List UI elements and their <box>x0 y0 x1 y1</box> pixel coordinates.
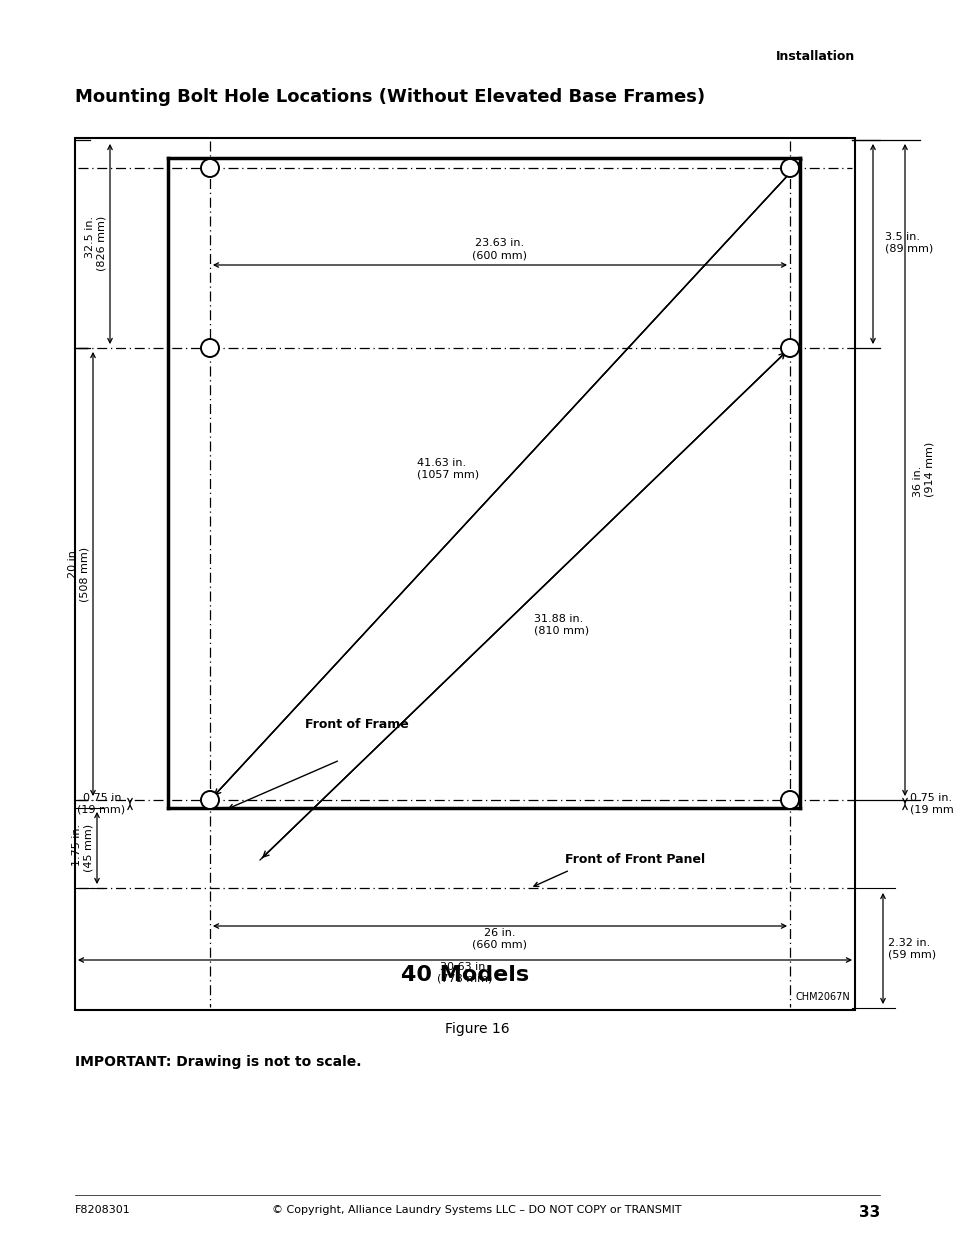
Text: © Copyright, Alliance Laundry Systems LLC – DO NOT COPY or TRANSMIT: © Copyright, Alliance Laundry Systems LL… <box>272 1205 681 1215</box>
Text: Front of Frame: Front of Frame <box>305 719 408 731</box>
Text: 0.75 in.
(19 mm): 0.75 in. (19 mm) <box>909 793 953 815</box>
Text: CHM2067N: CHM2067N <box>795 992 849 1002</box>
Circle shape <box>781 790 799 809</box>
Text: 33: 33 <box>858 1205 879 1220</box>
Text: 30.63 in.
(778 mm): 30.63 in. (778 mm) <box>436 962 492 983</box>
Text: 40 Models: 40 Models <box>400 965 529 986</box>
Text: 31.88 in.
(810 mm): 31.88 in. (810 mm) <box>534 614 589 636</box>
Text: 20 in.
(508 mm): 20 in. (508 mm) <box>69 546 90 601</box>
Text: Installation: Installation <box>775 49 854 63</box>
Circle shape <box>201 338 219 357</box>
Text: Front of Front Panel: Front of Front Panel <box>564 853 704 867</box>
Circle shape <box>781 159 799 177</box>
Text: 2.32 in.
(59 mm): 2.32 in. (59 mm) <box>887 939 935 960</box>
Text: 41.63 in.
(1057 mm): 41.63 in. (1057 mm) <box>416 458 478 480</box>
Circle shape <box>201 159 219 177</box>
Text: 3.5 in.
(89 mm): 3.5 in. (89 mm) <box>884 232 932 254</box>
Text: Figure 16: Figure 16 <box>444 1023 509 1036</box>
Circle shape <box>201 790 219 809</box>
Circle shape <box>781 338 799 357</box>
Text: 0.75 in.
(19 mm): 0.75 in. (19 mm) <box>77 793 125 815</box>
Text: 36 in.
(914 mm): 36 in. (914 mm) <box>912 441 934 496</box>
Text: 26 in.
(660 mm): 26 in. (660 mm) <box>472 927 527 950</box>
Text: IMPORTANT: Drawing is not to scale.: IMPORTANT: Drawing is not to scale. <box>75 1055 361 1070</box>
Text: 1.75 in.
(45 mm): 1.75 in. (45 mm) <box>72 824 94 872</box>
Text: F8208301: F8208301 <box>75 1205 131 1215</box>
Text: 23.63 in.
(600 mm): 23.63 in. (600 mm) <box>472 238 527 261</box>
Text: Mounting Bolt Hole Locations (Without Elevated Base Frames): Mounting Bolt Hole Locations (Without El… <box>75 88 704 106</box>
Bar <box>75 138 854 1010</box>
Text: 32.5 in.
(826 mm): 32.5 in. (826 mm) <box>86 215 107 270</box>
